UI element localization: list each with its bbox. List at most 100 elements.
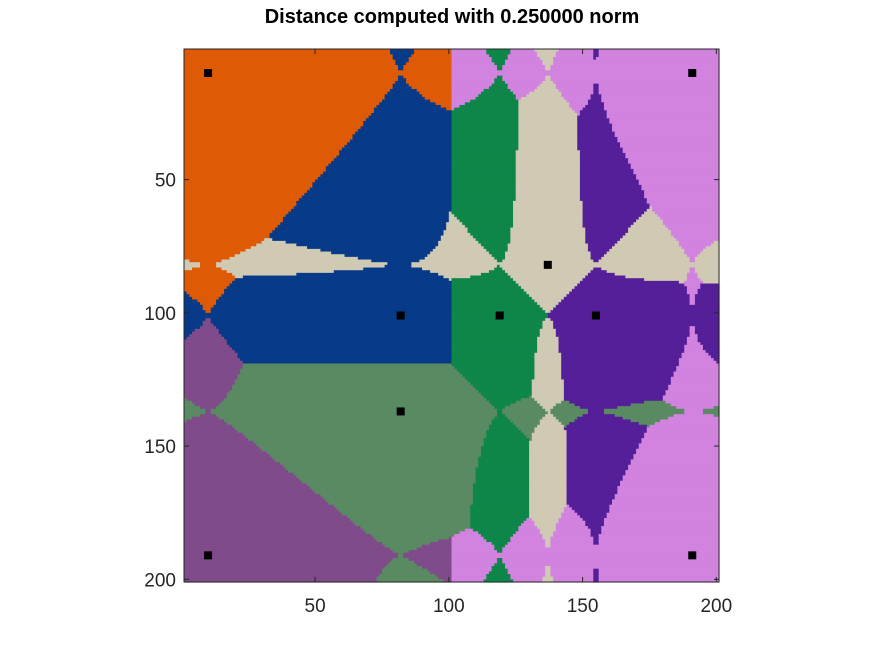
heatmap-cell	[606, 270, 691, 274]
heatmap-cell	[210, 408, 498, 413]
heatmap-cell	[472, 528, 519, 532]
heatmap-cell	[577, 512, 608, 516]
heatmap-cell	[502, 560, 720, 564]
heatmap-cell	[184, 360, 244, 365]
heatmap-cell	[529, 464, 568, 469]
heatmap-cell	[451, 182, 517, 186]
heatmap-cell	[363, 123, 453, 127]
heatmap-cell	[184, 326, 201, 330]
heatmap-cell	[545, 544, 552, 548]
heatmap-cell	[261, 448, 482, 453]
heatmap-cell	[713, 358, 720, 362]
heatmap-cell	[531, 296, 565, 301]
heatmap-cell	[515, 190, 581, 194]
heatmap-cell	[582, 107, 605, 111]
x-tick-label: 50	[305, 596, 326, 617]
heatmap-cell	[529, 499, 568, 503]
heatmap-cell	[496, 411, 503, 415]
heatmap-cell	[451, 118, 519, 122]
heatmap-cell	[558, 350, 685, 354]
heatmap-cell	[451, 563, 495, 567]
heatmap-cell	[486, 248, 509, 253]
heatmap-cell	[561, 355, 683, 359]
heatmap-cell	[700, 251, 720, 255]
heatmap-cell	[694, 294, 720, 298]
heatmap-cell	[628, 467, 720, 471]
heatmap-cell	[566, 462, 632, 466]
heatmap-cell	[630, 403, 672, 407]
heatmap-cell	[577, 123, 613, 127]
heatmap-cell	[486, 432, 525, 437]
heatmap-cell	[630, 224, 667, 229]
heatmap-cell	[451, 147, 519, 151]
heatmap-cell	[486, 398, 522, 402]
heatmap-cell	[221, 259, 372, 263]
heatmap-cell	[232, 387, 477, 391]
heatmap-cell	[451, 350, 538, 354]
heatmap-cell	[451, 360, 536, 365]
heatmap-cell	[213, 304, 453, 309]
heatmap-cell	[184, 312, 453, 317]
heatmap-cell	[579, 174, 637, 178]
heatmap-cell	[184, 486, 311, 490]
heatmap-cell	[237, 430, 487, 434]
heatmap-cell	[515, 184, 581, 189]
heatmap-cell	[451, 558, 498, 562]
heatmap-cell	[240, 368, 458, 373]
heatmap-cell	[365, 118, 453, 122]
heatmap-cell	[226, 422, 493, 426]
heatmap-cell	[593, 568, 600, 572]
heatmap-cell	[387, 262, 412, 266]
heatmap-cell	[668, 227, 720, 231]
heatmap-cell	[577, 115, 608, 119]
heatmap-cell	[502, 78, 546, 82]
heatmap-cell	[451, 179, 517, 183]
heatmap-cell	[542, 536, 552, 540]
heatmap-cell	[472, 502, 530, 506]
heatmap-cell	[513, 203, 584, 207]
heatmap-cell	[184, 262, 201, 266]
heatmap-cell	[620, 480, 720, 484]
heatmap-cell	[408, 59, 453, 63]
heatmap-cell	[440, 238, 477, 242]
heatmap-cell	[307, 190, 453, 194]
heatmap-cell	[184, 366, 244, 370]
heatmap-cell	[628, 160, 720, 165]
heatmap-cell	[491, 56, 509, 61]
heatmap-cell	[491, 542, 509, 546]
heatmap-cell	[534, 358, 562, 362]
heatmap-cell	[430, 251, 490, 255]
heatmap-cell	[614, 414, 675, 418]
heatmap-cell	[229, 390, 479, 394]
heatmap-cell	[587, 102, 605, 106]
heatmap-cell	[470, 382, 533, 386]
heatmap-cell	[451, 288, 525, 293]
heatmap-cell	[478, 94, 517, 98]
heatmap-cell	[652, 206, 720, 210]
heatmap-cell	[545, 414, 554, 418]
heatmap-cell	[563, 390, 667, 394]
heatmap-cell	[686, 278, 701, 282]
heatmap-cell	[451, 96, 477, 101]
heatmap-cell	[274, 227, 447, 231]
heatmap-cell	[451, 62, 495, 66]
heatmap-cell	[652, 208, 720, 213]
heatmap-cell	[184, 110, 375, 114]
heatmap-cell	[486, 576, 511, 580]
heatmap-cell	[641, 438, 720, 442]
heatmap-cell	[216, 264, 386, 269]
heatmap-cell	[561, 368, 677, 373]
heatmap-cell	[577, 126, 613, 130]
heatmap-cell	[686, 272, 699, 277]
heatmap-cell	[534, 355, 562, 359]
heatmap-cell	[566, 467, 629, 471]
heatmap-cell	[646, 424, 651, 429]
heatmap-cell	[555, 304, 720, 309]
heatmap-cell	[472, 384, 533, 389]
heatmap-cell	[507, 416, 544, 421]
heatmap-cell	[529, 478, 568, 482]
heatmap-cell	[184, 320, 204, 325]
heatmap-cell	[184, 94, 386, 98]
heatmap-cell	[464, 376, 536, 381]
heatmap-cell	[555, 86, 594, 90]
